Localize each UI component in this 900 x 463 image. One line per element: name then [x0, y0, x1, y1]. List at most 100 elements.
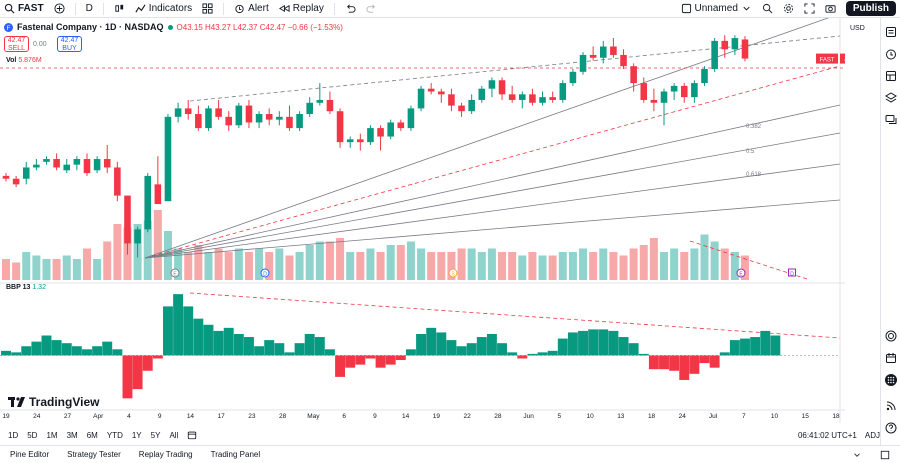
- event-marker-label[interactable]: S: [451, 272, 455, 278]
- indicators-label: Indicators: [148, 3, 193, 14]
- bbp-bar: [294, 343, 305, 356]
- timeframe-all[interactable]: All: [169, 430, 179, 440]
- event-marker[interactable]: [170, 268, 180, 278]
- timeframe-3m[interactable]: 3M: [66, 430, 78, 440]
- candle-body: [296, 114, 303, 129]
- search-button[interactable]: [762, 3, 773, 14]
- chat-icon[interactable]: [885, 114, 897, 126]
- alert-button[interactable]: Alert: [234, 3, 269, 14]
- compare-button[interactable]: [54, 3, 65, 14]
- volume-bar: [265, 252, 274, 280]
- chart-canvas[interactable]: 43.0042.0041.0040.0039.0038.0037.0036.00…: [0, 18, 845, 423]
- layers-icon[interactable]: [885, 92, 897, 104]
- timeframe-5d[interactable]: 5D: [27, 430, 38, 440]
- bbp-bar: [567, 332, 578, 356]
- alarm-clock-icon[interactable]: [885, 48, 897, 60]
- volume-bar: [336, 238, 345, 280]
- buy-button[interactable]: 42.47 BUY: [57, 36, 82, 52]
- candle-body: [255, 114, 263, 123]
- layout-button[interactable]: Unnamed: [681, 3, 752, 14]
- bbp-bar: [213, 330, 224, 356]
- volume-bar: [406, 241, 415, 280]
- earnings-marker-box[interactable]: [788, 268, 796, 277]
- spread-value: 0.00: [33, 41, 47, 48]
- undo-button[interactable]: [345, 3, 356, 14]
- volume-bar: [204, 252, 213, 280]
- publish-button[interactable]: Publish: [845, 1, 896, 16]
- date-tick-label: Jun: [523, 413, 534, 420]
- interval-button[interactable]: D: [86, 3, 93, 14]
- volume-bar: [244, 252, 253, 280]
- date-range-icon[interactable]: [187, 430, 197, 440]
- watchlist-icon[interactable]: [885, 26, 897, 38]
- event-marker[interactable]: [260, 268, 270, 278]
- settings-button[interactable]: [783, 3, 794, 14]
- bbp-bar: [659, 355, 669, 370]
- date-tick-label: 14: [402, 413, 410, 420]
- date-tick-label: 28: [279, 413, 287, 420]
- calendar-icon[interactable]: [885, 352, 897, 364]
- apps-dots-icon[interactable]: [885, 374, 897, 386]
- camera-icon: [825, 5, 836, 13]
- help-icon[interactable]: [885, 422, 897, 434]
- candle-body: [417, 88, 425, 109]
- timeframe-1m[interactable]: 1M: [46, 430, 58, 440]
- event-marker-label[interactable]: D: [790, 272, 794, 278]
- fullscreen-button[interactable]: [804, 3, 815, 14]
- currency-label[interactable]: USD: [850, 25, 865, 32]
- bbp-bar: [598, 329, 609, 356]
- tab-pine-editor[interactable]: Pine Editor: [10, 450, 50, 459]
- volume-bar: [224, 252, 233, 280]
- volume-bar: [275, 248, 284, 280]
- candle-body: [701, 69, 708, 84]
- chart-type-button[interactable]: [114, 3, 125, 14]
- snapshot-button[interactable]: [825, 3, 836, 14]
- replay-button[interactable]: Replay: [278, 3, 324, 14]
- event-marker-label[interactable]: E: [173, 272, 177, 278]
- volume-bar: [619, 255, 628, 280]
- timeframe-6m[interactable]: 6M: [86, 430, 98, 440]
- legend-ohlc: O43.15 H43.27 L42.37 C42.47 −0.66 (−1.53…: [176, 22, 343, 32]
- bbp-bar: [679, 355, 690, 380]
- timeframe-ytd[interactable]: YTD: [106, 430, 123, 440]
- volume-bar: [487, 248, 496, 280]
- bbp-bar: [729, 340, 740, 356]
- redo-button[interactable]: [366, 3, 377, 14]
- bottom-panel-tabs: Pine Editor Strategy Tester Replay Tradi…: [0, 445, 900, 463]
- volume-bar: [518, 255, 527, 280]
- chevron-down-icon[interactable]: [852, 450, 862, 460]
- indicators-button[interactable]: Indicators: [135, 3, 192, 14]
- timeframe-1d[interactable]: 1D: [8, 430, 19, 440]
- volume-bar: [579, 248, 588, 280]
- timeframe-1y[interactable]: 1Y: [131, 430, 142, 440]
- bbp-bar: [689, 355, 700, 374]
- bbp-bar: [648, 355, 659, 370]
- maximize-icon[interactable]: [880, 450, 890, 460]
- data-window-icon[interactable]: [885, 70, 897, 82]
- fastenal-logo-icon: F: [4, 22, 13, 32]
- broadcast-icon[interactable]: [885, 400, 897, 412]
- symbol-search[interactable]: FAST: [4, 3, 44, 14]
- event-marker-label[interactable]: D: [263, 272, 267, 278]
- volume-bar: [62, 255, 71, 280]
- tab-strategy-tester[interactable]: Strategy Tester: [67, 450, 121, 459]
- sell-button[interactable]: 42.47 SELL: [4, 36, 29, 52]
- search-icon: [4, 3, 15, 14]
- bbp-bar: [314, 337, 325, 356]
- bbp-bar: [31, 341, 42, 356]
- tab-trading-panel[interactable]: Trading Panel: [210, 450, 261, 459]
- templates-button[interactable]: [202, 3, 213, 14]
- search-icon: [762, 3, 773, 14]
- adj-toggle[interactable]: ADJ: [864, 430, 880, 440]
- candle-body: [326, 99, 334, 112]
- candle-body: [134, 229, 141, 244]
- volume-bar: [568, 252, 577, 280]
- timeframe-5y[interactable]: 5Y: [150, 430, 161, 440]
- event-marker[interactable]: [736, 268, 746, 278]
- tab-replay-trading[interactable]: Replay Trading: [138, 450, 193, 459]
- target-icon[interactable]: [885, 330, 897, 342]
- clock[interactable]: 06:41:02 UTC+1: [797, 430, 857, 440]
- event-marker[interactable]: [448, 268, 458, 278]
- candle-body: [215, 108, 222, 117]
- event-marker-label[interactable]: E: [739, 272, 743, 278]
